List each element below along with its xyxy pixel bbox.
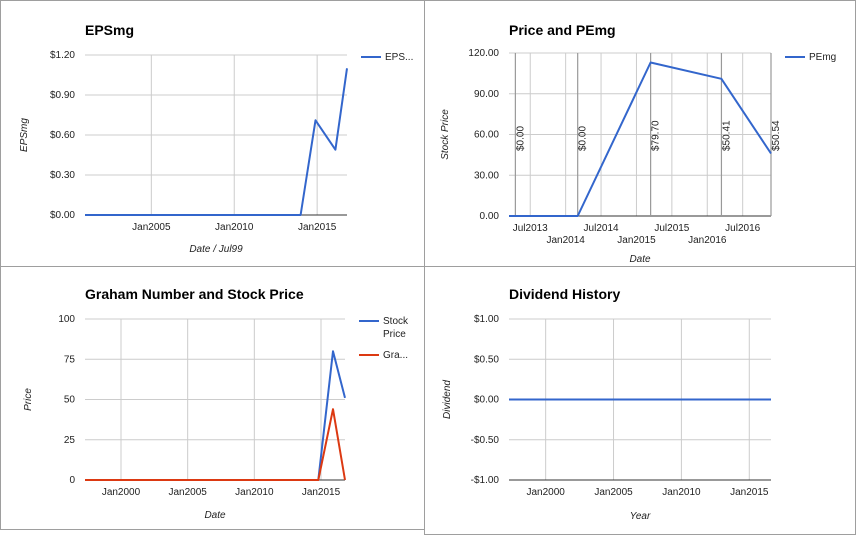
y-tick-label: 0.00	[480, 211, 500, 222]
x-tick-label: Jan2015	[302, 487, 341, 498]
y-tick-label: $0.00	[474, 395, 499, 406]
x-tick-label: Jan2010	[235, 487, 274, 498]
chart-title: EPSmg	[85, 22, 134, 38]
y-tick-label: $1.20	[50, 50, 75, 61]
x-tick-label: Jan2010	[662, 487, 701, 498]
legend-label: Gra...	[383, 350, 408, 361]
annotation-label: $50.41	[721, 120, 732, 151]
x-tick-label: Jul2016	[725, 223, 760, 234]
annotation-label: $79.70	[651, 120, 662, 151]
price-pe-chart: 0.0030.0060.0090.00120.00Jul2013Jan2014J…	[440, 22, 836, 265]
dividend-chart-panel: -$1.00 -$0.50 $0.00 $0.50 $1.00 Jan2000 Jan200…	[424, 266, 856, 535]
graham-chart: 0 25 50 75 100 Jan2000 Jan2005 Jan2010 Jan2015 Gr…	[23, 286, 409, 521]
y-tick-label: $0.90	[50, 90, 75, 101]
x-tick-label: Jan2005	[594, 487, 633, 498]
y-axis-label: Stock Price	[440, 109, 451, 160]
eps-chart-panel: $0.00 $0.30 $0.60 $0.90 $1.20 Jan2005 Jan2010 J…	[0, 0, 425, 267]
x-axis-label: Date / Jul99	[189, 244, 243, 255]
y-tick-label: 90.00	[474, 89, 499, 100]
annotation-label: $0.00	[515, 126, 526, 151]
y-tick-label: -$0.50	[471, 435, 500, 446]
y-tick-label: 75	[64, 354, 76, 365]
graham-plot: 0 25 50 75 100 Jan2000 Jan2005 Jan2010 Jan2015 Gr…	[23, 286, 409, 521]
x-tick-label: Jan2000	[102, 487, 141, 498]
legend-label: Stock	[383, 316, 409, 327]
x-tick-label: Jul2015	[654, 223, 689, 234]
y-tick-label: $0.00	[50, 210, 75, 221]
legend-label: Price	[383, 329, 406, 340]
eps-plot: $0.00 $0.30 $0.60 $0.90 $1.20 Jan2005 Jan2010 J…	[19, 22, 413, 255]
y-tick-label: 0	[69, 475, 75, 486]
x-tick-label: Jan2010	[215, 222, 254, 233]
x-tick-label: Jan2016	[688, 235, 727, 246]
chart-title: Dividend History	[509, 286, 620, 302]
y-tick-label: $1.00	[474, 314, 499, 325]
y-tick-label: 25	[64, 435, 76, 446]
y-tick-label: $0.60	[50, 130, 75, 141]
x-tick-label: Jan2015	[298, 222, 337, 233]
y-tick-label: 60.00	[474, 130, 499, 141]
chart-title: Graham Number and Stock Price	[85, 286, 304, 302]
x-axis-label: Year	[630, 511, 651, 522]
chart-title: Price and PEmg	[509, 22, 616, 38]
x-tick-label: Jul2014	[584, 223, 619, 234]
annotation-label: $0.00	[578, 126, 589, 151]
x-tick-label: Jan2015	[730, 487, 769, 498]
x-tick-label: Jan2000	[526, 487, 565, 498]
dividend-chart: -$1.00 -$0.50 $0.00 $0.50 $1.00 Jan2000 Jan200…	[442, 286, 771, 522]
legend-label: EPS...	[385, 52, 413, 63]
dividend-plot: -$1.00 -$0.50 $0.00 $0.50 $1.00 Jan2000 Jan200…	[442, 286, 771, 522]
series-line	[509, 61, 772, 217]
y-tick-label: -$1.00	[471, 475, 500, 486]
y-tick-label: 50	[64, 395, 76, 406]
x-tick-label: Jan2014	[546, 235, 585, 246]
y-tick-label: 120.00	[468, 48, 499, 59]
y-axis-label: Dividend	[442, 380, 453, 419]
y-axis-label: EPSmg	[19, 118, 30, 152]
y-tick-label: $0.50	[474, 354, 499, 365]
graham-chart-panel: 0 25 50 75 100 Jan2000 Jan2005 Jan2010 Jan2015 Gr…	[0, 266, 425, 530]
x-axis-label: Date	[204, 510, 226, 521]
x-tick-label: Jan2005	[132, 222, 171, 233]
series-line	[85, 408, 346, 481]
y-axis-label: Price	[23, 388, 34, 411]
y-tick-label: 100	[58, 314, 75, 325]
eps-chart: $0.00 $0.30 $0.60 $0.90 $1.20 Jan2005 Jan2010 J…	[19, 22, 413, 255]
series-line	[85, 350, 346, 481]
x-tick-label: Jan2015	[617, 235, 656, 246]
annotation-label: $50.54	[771, 120, 782, 151]
legend-label: PEmg	[809, 52, 836, 63]
x-tick-label: Jan2005	[168, 487, 207, 498]
y-tick-label: 30.00	[474, 170, 499, 181]
price-pe-chart-panel: 0.00 30.00 60.00 90.00 120.00 Jul2013 Jan2014 J…	[424, 0, 856, 267]
x-axis-label: Date	[629, 254, 651, 265]
series-line	[85, 68, 348, 216]
x-tick-label: Jul2013	[513, 223, 548, 234]
pe-plot: 0.0030.0060.0090.00120.00Jul2013Jan2014J…	[440, 22, 836, 265]
y-tick-label: $0.30	[50, 170, 75, 181]
